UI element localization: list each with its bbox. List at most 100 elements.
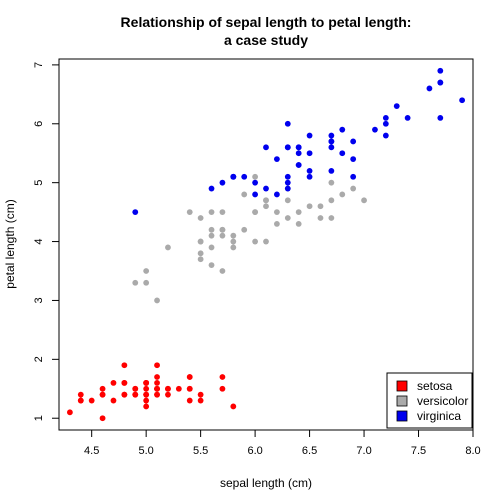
x-tick-label: 8.0	[465, 445, 480, 457]
point-versicolor	[252, 238, 259, 245]
point-versicolor	[208, 262, 215, 269]
x-tick-label: 6.5	[302, 445, 317, 457]
point-virginica	[306, 150, 313, 157]
point-setosa	[77, 397, 84, 404]
point-virginica	[132, 209, 139, 216]
chart-subtitle: a case study	[224, 32, 308, 48]
point-setosa	[154, 391, 160, 398]
x-tick-label: 6.0	[247, 445, 262, 457]
x-tick-label: 7.5	[411, 445, 426, 457]
point-virginica	[459, 97, 466, 104]
point-setosa	[110, 379, 117, 386]
point-virginica	[328, 144, 335, 151]
point-setosa	[165, 391, 171, 398]
point-versicolor	[197, 238, 204, 245]
point-versicolor	[284, 197, 291, 204]
point-virginica	[382, 132, 389, 139]
point-setosa	[197, 391, 204, 398]
point-virginica	[306, 173, 313, 180]
point-virginica	[350, 156, 357, 163]
point-versicolor	[219, 268, 226, 274]
point-virginica	[328, 167, 335, 174]
point-versicolor	[339, 191, 346, 198]
point-setosa	[154, 379, 160, 386]
point-setosa	[186, 397, 193, 404]
y-axis: 1 2 3 4 5 6 7	[33, 62, 59, 421]
point-virginica	[437, 79, 444, 86]
x-tick-label: 5.5	[193, 445, 208, 457]
point-virginica	[295, 144, 302, 151]
x-axis: 4.5 5.0 5.5 6.0 6.5 7.0 7.5 8.0	[84, 430, 481, 457]
point-virginica	[295, 162, 302, 168]
point-setosa	[154, 385, 160, 392]
chart-title: Relationship of sepal length to petal le…	[121, 14, 412, 30]
x-tick-label: 5.0	[139, 445, 154, 457]
point-versicolor	[317, 215, 324, 221]
point-versicolor	[328, 179, 335, 186]
point-setosa	[154, 362, 160, 369]
point-virginica	[306, 167, 313, 174]
point-versicolor	[252, 209, 259, 216]
point-virginica	[219, 179, 226, 186]
point-setosa	[77, 391, 84, 398]
point-setosa	[99, 415, 106, 422]
point-setosa	[219, 374, 226, 380]
point-versicolor	[132, 279, 139, 286]
y-axis-label: petal length (cm)	[3, 199, 17, 288]
point-versicolor	[219, 232, 226, 239]
point-setosa	[132, 385, 139, 392]
point-virginica	[273, 191, 280, 198]
point-versicolor	[208, 209, 215, 216]
x-axis-label: sepal length (cm)	[220, 476, 312, 490]
legend-label-setosa: setosa	[417, 379, 453, 393]
y-tick-label: 1	[33, 415, 45, 421]
point-virginica	[328, 132, 335, 139]
point-virginica	[350, 138, 357, 145]
point-versicolor	[230, 232, 237, 239]
point-versicolor	[219, 226, 226, 233]
point-setosa	[99, 385, 106, 392]
point-setosa	[88, 397, 95, 404]
point-versicolor	[295, 220, 302, 227]
point-virginica	[339, 126, 346, 133]
point-setosa	[110, 397, 117, 404]
point-versicolor	[208, 232, 215, 239]
point-versicolor	[197, 215, 204, 221]
legend-swatch-versicolor	[396, 395, 408, 407]
point-setosa	[143, 391, 150, 398]
point-setosa	[143, 379, 150, 386]
point-virginica	[284, 120, 291, 127]
point-virginica	[263, 185, 269, 192]
point-versicolor	[317, 203, 324, 210]
point-versicolor	[165, 244, 171, 251]
point-virginica	[404, 114, 411, 121]
point-versicolor	[186, 209, 193, 216]
point-virginica	[437, 67, 444, 74]
point-virginica	[350, 173, 357, 180]
point-setosa	[197, 397, 204, 404]
point-setosa	[165, 385, 171, 392]
point-setosa	[132, 391, 139, 398]
y-tick-label: 5	[33, 180, 45, 186]
point-virginica	[328, 138, 335, 145]
point-setosa	[143, 403, 150, 410]
point-setosa	[121, 391, 128, 398]
point-virginica	[426, 85, 433, 92]
legend-swatch-setosa	[396, 380, 408, 392]
y-tick-label: 3	[33, 297, 45, 303]
point-virginica	[230, 173, 237, 180]
point-versicolor	[230, 244, 237, 251]
legend-label-versicolor: versicolor	[417, 394, 468, 408]
data-points	[66, 67, 466, 422]
point-versicolor	[263, 203, 269, 210]
point-virginica	[241, 173, 248, 180]
point-setosa	[143, 397, 150, 404]
point-versicolor	[208, 244, 215, 251]
point-versicolor	[154, 297, 160, 304]
x-tick-label: 4.5	[84, 445, 99, 457]
point-virginica	[273, 156, 280, 163]
point-virginica	[208, 185, 215, 192]
point-setosa	[121, 379, 128, 386]
